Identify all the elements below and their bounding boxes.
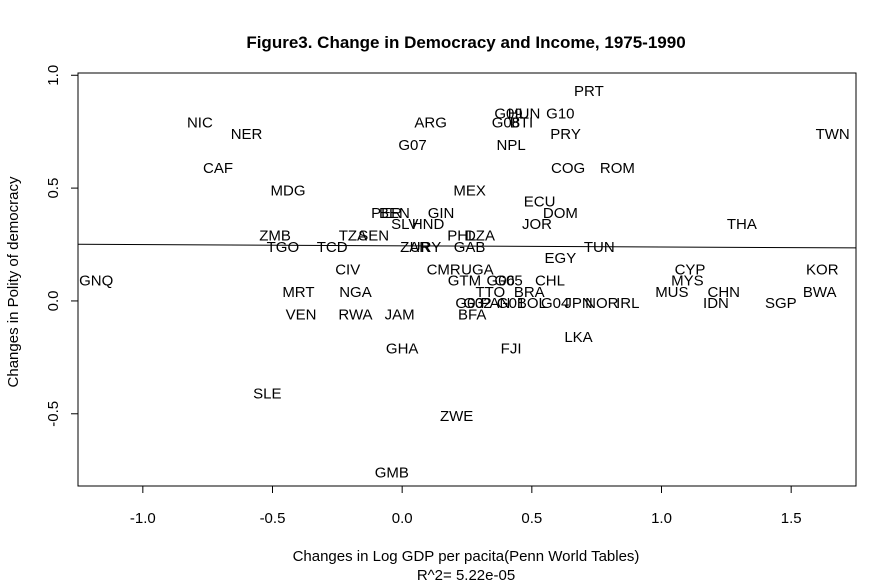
point-label-rom: ROM bbox=[600, 160, 635, 177]
y-axis: -0.5 0.0 0.5 1.0 bbox=[45, 65, 78, 427]
point-label-ben: BEN bbox=[379, 205, 410, 222]
point-label-cog: COG bbox=[551, 160, 585, 177]
y-tick-label: 0.0 bbox=[45, 291, 62, 312]
point-label-fji: FJI bbox=[501, 340, 522, 357]
point-label-gab: GAB bbox=[454, 239, 486, 256]
x-tick-label: 0.0 bbox=[392, 510, 413, 527]
point-label-g05: G05 bbox=[494, 273, 522, 290]
r-squared-label: R^2= 5.22e-05 bbox=[417, 567, 515, 584]
point-label-sgp: SGP bbox=[765, 295, 797, 312]
point-label-zar: ZAR bbox=[400, 239, 430, 256]
point-label-cmr: CMR bbox=[427, 261, 461, 278]
point-label-lka: LKA bbox=[564, 329, 592, 346]
point-label-nga: NGA bbox=[339, 284, 372, 301]
point-label-chl: CHL bbox=[535, 273, 565, 290]
point-label-tcd: TCD bbox=[317, 239, 348, 256]
point-label-prt: PRT bbox=[574, 83, 604, 100]
point-label-pan: PAN bbox=[481, 295, 511, 312]
point-label-mex: MEX bbox=[453, 182, 486, 199]
point-label-rwa: RWA bbox=[338, 306, 372, 323]
regression-line bbox=[77, 243, 857, 249]
point-label-irl: IRL bbox=[616, 295, 639, 312]
point-label-uga: UGA bbox=[461, 261, 494, 278]
x-tick-label: 1.5 bbox=[781, 510, 802, 527]
point-label-per: PER bbox=[371, 205, 402, 222]
point-label-npl: NPL bbox=[496, 137, 525, 154]
y-axis-label: Changes in Polity of democracy bbox=[5, 176, 22, 387]
point-label-bfa: BFA bbox=[458, 306, 486, 323]
point-label-bol: BOL bbox=[517, 295, 547, 312]
point-label-bti: BTI bbox=[510, 115, 533, 132]
point-label-gnq: GNQ bbox=[79, 273, 113, 290]
point-label-ecu: ECU bbox=[524, 194, 556, 211]
point-label-ven: VEN bbox=[286, 306, 317, 323]
point-label-tun: TUN bbox=[584, 239, 615, 256]
point-label-tgo: TGO bbox=[267, 239, 300, 256]
point-label-ury: URY bbox=[410, 239, 441, 256]
point-label-bra: BRA bbox=[514, 284, 545, 301]
point-label-g06: G06 bbox=[487, 273, 515, 290]
point-label-nic: NIC bbox=[187, 115, 213, 132]
point-label-zmb: ZMB bbox=[259, 227, 291, 244]
point-label-twn: TWN bbox=[816, 126, 850, 143]
point-label-mdg: MDG bbox=[271, 182, 306, 199]
point-label-mrt: MRT bbox=[282, 284, 314, 301]
point-label-mus: MUS bbox=[655, 284, 688, 301]
point-label-g04: G04 bbox=[541, 295, 569, 312]
point-label-g09: G09 bbox=[494, 106, 522, 123]
point-label-gtm: GTM bbox=[448, 273, 481, 290]
point-label-gmb: GMB bbox=[375, 464, 409, 481]
point-label-g08: G08 bbox=[492, 115, 520, 132]
point-label-g10: G10 bbox=[546, 106, 574, 123]
point-label-egy: EGY bbox=[545, 250, 577, 267]
point-label-civ: CIV bbox=[335, 261, 360, 278]
point-label-caf: CAF bbox=[203, 160, 233, 177]
point-label-hnd: HND bbox=[412, 216, 445, 233]
point-label-gha: GHA bbox=[386, 340, 419, 357]
y-tick-label: 0.5 bbox=[45, 178, 62, 199]
point-label-sen: SEN bbox=[358, 227, 389, 244]
point-label-ner: NER bbox=[231, 126, 263, 143]
point-label-jpn: JPN bbox=[564, 295, 592, 312]
point-label-gin: GIN bbox=[428, 205, 455, 222]
point-label-mys: MYS bbox=[671, 273, 704, 290]
point-label-sle: SLE bbox=[253, 385, 281, 402]
point-label-nor: NOR bbox=[585, 295, 619, 312]
point-label-tto: TTO bbox=[475, 284, 505, 301]
chart-title: Figure3. Change in Democracy and Income,… bbox=[246, 33, 685, 52]
y-tick-label: -0.5 bbox=[45, 401, 62, 427]
x-axis-label: Changes in Log GDP per pacita(Penn World… bbox=[293, 548, 640, 565]
point-label-g02: G02 bbox=[463, 295, 491, 312]
point-label-chn: CHN bbox=[707, 284, 740, 301]
point-label-idn: IDN bbox=[703, 295, 729, 312]
x-tick-label: 1.0 bbox=[651, 510, 672, 527]
x-axis: -1.0 -0.5 0.0 0.5 1.0 1.5 bbox=[130, 486, 802, 527]
point-label-pry: PRY bbox=[550, 126, 581, 143]
point-label-zwe: ZWE bbox=[440, 408, 473, 425]
point-label-jor: JOR bbox=[522, 216, 552, 233]
point-label-hun: HUN bbox=[508, 106, 541, 123]
x-tick-label: -1.0 bbox=[130, 510, 156, 527]
point-label-phl: PHL bbox=[447, 227, 476, 244]
point-label-dom: DOM bbox=[543, 205, 578, 222]
point-label-tha: THA bbox=[727, 216, 757, 233]
x-tick-label: -0.5 bbox=[260, 510, 286, 527]
point-label-kor: KOR bbox=[806, 261, 839, 278]
point-label-g03: G03 bbox=[455, 295, 483, 312]
point-label-bwa: BWA bbox=[803, 284, 837, 301]
point-label-jam: JAM bbox=[385, 306, 415, 323]
y-tick-label: 1.0 bbox=[45, 65, 62, 86]
point-label-dza: DZA bbox=[465, 227, 495, 244]
point-label-g01: G01 bbox=[497, 295, 525, 312]
plot-frame bbox=[77, 72, 857, 487]
x-tick-label: 0.5 bbox=[521, 510, 542, 527]
point-label-cyp: CYP bbox=[675, 261, 706, 278]
point-label-tza: TZA bbox=[339, 227, 367, 244]
point-label-slv: SLV bbox=[391, 216, 418, 233]
point-label-arg: ARG bbox=[414, 115, 447, 132]
point-label-g07: G07 bbox=[398, 137, 426, 154]
